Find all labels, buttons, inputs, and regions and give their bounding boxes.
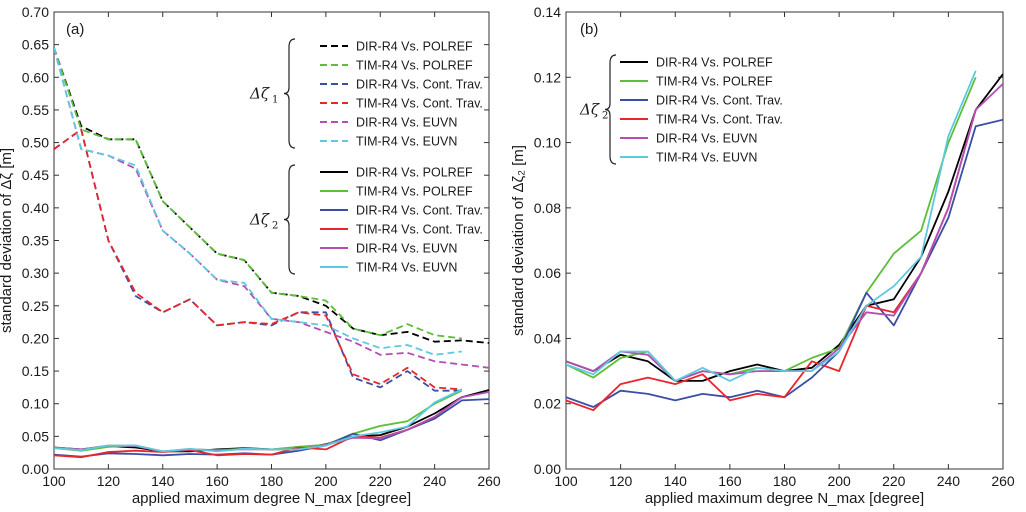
series-line-dz2-6 xyxy=(566,70,977,382)
chart-panel-2: 100 120 140 160 180 200 220 240 260 0.00 0.02 0.04 0… xyxy=(510,4,1015,507)
y-tick-label: 0.40 xyxy=(22,200,49,216)
series-lines xyxy=(566,70,1003,412)
y-tick-label: 0.10 xyxy=(22,396,49,412)
legend-label: DIR-R4 Vs. Cont. Trav. xyxy=(356,78,483,92)
legend-label: DIR-R4 Vs. Cont. Trav. xyxy=(356,204,483,218)
y-tick-label: 0.65 xyxy=(22,37,49,53)
x-tick-label: 160 xyxy=(205,473,229,489)
x-tick-label: 140 xyxy=(151,473,175,489)
series-line-dz2-3 xyxy=(566,118,1003,408)
y-tick-label: 0.50 xyxy=(22,135,49,151)
y-tick-label: 0.00 xyxy=(22,461,49,477)
series-lines xyxy=(54,47,489,459)
y-tick-label: 0.35 xyxy=(22,233,49,249)
x-tick-label: 120 xyxy=(97,473,121,489)
y-tick-label: 0.04 xyxy=(534,330,561,346)
series-line-dz2-6 xyxy=(54,388,463,453)
series-line-dz1-4 xyxy=(54,128,462,391)
legend: DIR-R4 Vs. POLREF TIM-R4 Vs. POLREF DIR-R4… xyxy=(249,38,483,275)
legend-group-label: Δζ xyxy=(249,211,270,229)
legend-label: TIM-R4 Vs. Cont. Trav. xyxy=(356,97,483,111)
legend-label: DIR-R4 Vs. Cont. Trav. xyxy=(656,94,783,108)
x-axis-label: applied maximum degree N_max [degree] xyxy=(645,490,924,507)
series-line-dz1-2 xyxy=(54,47,462,340)
legend-label: TIM-R4 Vs. Cont. Trav. xyxy=(656,113,783,127)
series-line-dz2-4 xyxy=(566,109,977,412)
x-tick-label: 180 xyxy=(773,473,797,489)
chart-panel-1: 100 120 140 160 180 200 220 240 260 0.00 0.05 0.10 0… xyxy=(0,4,501,507)
series-line-dz2-1 xyxy=(54,389,489,453)
x-tick-label: 240 xyxy=(423,473,447,489)
legend-label: TIM-R4 Vs. POLREF xyxy=(356,59,473,73)
y-tick-label: 0.10 xyxy=(534,135,561,151)
panel-label: (b) xyxy=(580,21,598,38)
legend-label: DIR-R4 Vs. POLREF xyxy=(356,166,473,180)
legend-label: DIR-R4 Vs. EUVN xyxy=(356,116,457,130)
y-tick-label: 0.12 xyxy=(534,69,561,85)
y-tick-label: 0.45 xyxy=(22,167,49,183)
legend-group-subscript: 2 xyxy=(272,221,278,232)
legend-brace xyxy=(283,38,296,149)
x-tick-label: 220 xyxy=(369,473,393,489)
y-tick-label: 0.60 xyxy=(22,69,49,85)
legend-label: TIM-R4 Vs. EUVN xyxy=(356,135,457,149)
y-tick-label: 0.02 xyxy=(534,396,561,412)
series-line-dz2-5 xyxy=(566,83,1003,382)
y-tick-label: 0.08 xyxy=(534,200,561,216)
panel-label: (a) xyxy=(66,21,84,38)
x-tick-label: 160 xyxy=(718,473,742,489)
y-tick-label: 0.30 xyxy=(22,265,49,281)
series-line-dz2-1 xyxy=(566,73,1003,382)
x-tick-label: 220 xyxy=(882,473,906,489)
x-tick-label: 180 xyxy=(260,473,284,489)
legend-label: DIR-R4 Vs. EUVN xyxy=(356,242,457,256)
x-tick-label: 100 xyxy=(554,473,578,489)
y-tick-label: 0.00 xyxy=(534,461,561,477)
legend-label: TIM-R4 Vs. Cont. Trav. xyxy=(356,223,483,237)
x-tick-label: 140 xyxy=(664,473,688,489)
legend-label: TIM-R4 Vs. POLREF xyxy=(656,75,773,89)
series-line-dz1-6 xyxy=(54,47,462,356)
y-tick-label: 0.05 xyxy=(22,428,49,444)
y-tick-label: 0.14 xyxy=(534,4,561,20)
x-tick-label: 100 xyxy=(42,473,66,489)
legend-label: TIM-R4 Vs. EUVN xyxy=(656,151,757,165)
y-axis-label: standard deviation of Δζ [m] xyxy=(0,148,15,333)
series-line-dz2-2 xyxy=(54,389,463,453)
y-axis-label: standard deviation of Δζ₂ [m] xyxy=(510,145,527,336)
y-tick-label: 0.06 xyxy=(534,265,561,281)
x-tick-label: 200 xyxy=(314,473,338,489)
y-tick-label: 0.15 xyxy=(22,363,49,379)
y-tick-label: 0.20 xyxy=(22,330,49,346)
legend-brace xyxy=(283,164,296,275)
legend-group-label: Δζ xyxy=(249,85,270,103)
x-axis-label: applied maximum degree N_max [degree] xyxy=(132,490,411,507)
legend-label: TIM-R4 Vs. EUVN xyxy=(356,261,457,275)
legend-label: DIR-R4 Vs. POLREF xyxy=(356,40,473,54)
series-line-dz2-5 xyxy=(54,391,489,453)
x-tick-label: 120 xyxy=(609,473,633,489)
legend-group-subscript: 1 xyxy=(272,95,278,106)
legend-label: TIM-R4 Vs. POLREF xyxy=(356,185,473,199)
y-tick-label: 0.55 xyxy=(22,102,49,118)
legend: DIR-R4 Vs. POLREF TIM-R4 Vs. POLREF DIR-R4… xyxy=(579,54,783,165)
x-tick-label: 240 xyxy=(937,473,961,489)
legend-label: DIR-R4 Vs. EUVN xyxy=(656,132,757,146)
series-line-dz2-3 xyxy=(54,398,489,458)
y-tick-label: 0.25 xyxy=(22,298,49,314)
x-tick-label: 200 xyxy=(827,473,851,489)
x-tick-label: 260 xyxy=(477,473,501,489)
x-tick-label: 260 xyxy=(991,473,1015,489)
legend-group-subscript: 2 xyxy=(602,111,608,122)
legend-brace xyxy=(604,54,617,165)
legend-label: DIR-R4 Vs. POLREF xyxy=(656,56,773,70)
legend-group-label: Δζ xyxy=(579,101,600,119)
y-tick-label: 0.70 xyxy=(22,4,49,20)
